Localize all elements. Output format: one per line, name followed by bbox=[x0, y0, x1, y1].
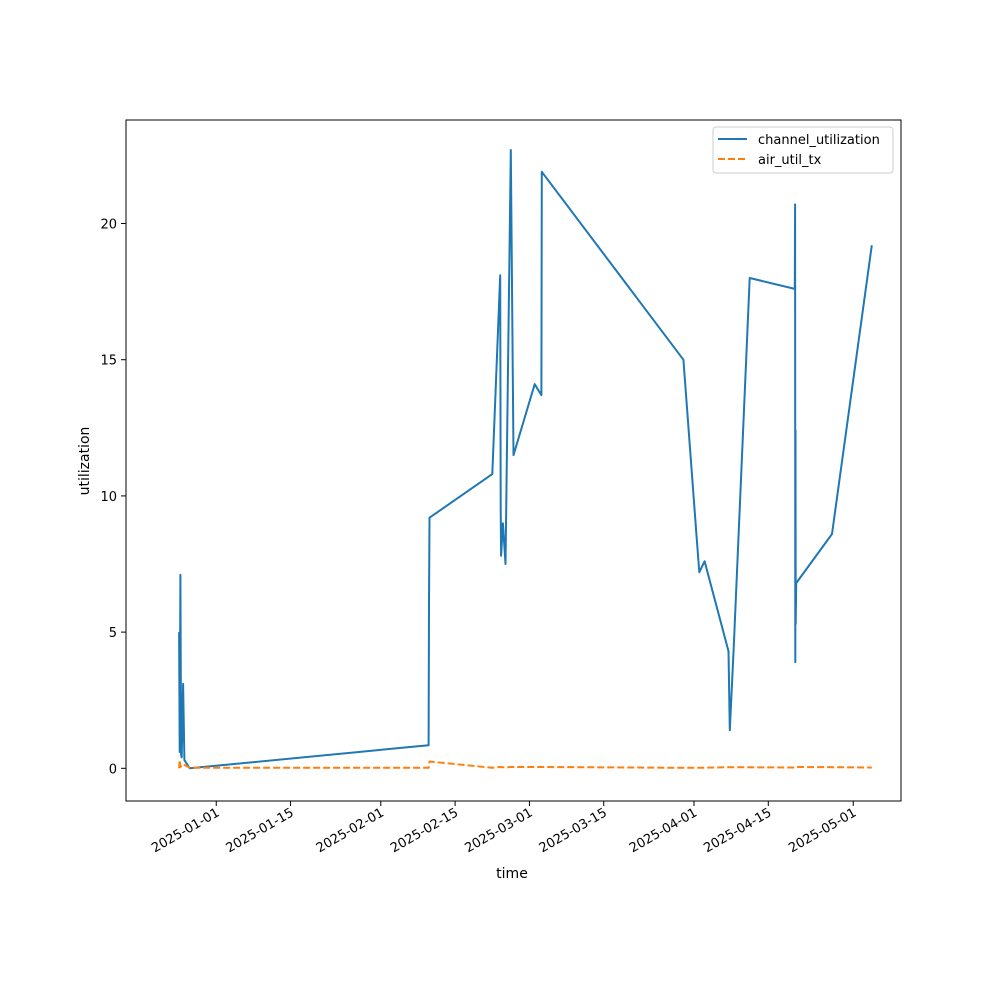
y-tick-label: 15 bbox=[100, 354, 117, 369]
series-layer bbox=[178, 149, 873, 770]
legend-label-air-util-tx: air_util_tx bbox=[758, 153, 822, 168]
y-axis: 0 5 10 15 20 bbox=[100, 218, 126, 777]
y-tick-label: 10 bbox=[100, 490, 117, 505]
y-axis-label: utilization bbox=[77, 427, 93, 496]
legend: channel_utilization air_util_tx bbox=[712, 126, 894, 174]
x-axis-label: time bbox=[496, 866, 528, 882]
y-tick-label: 0 bbox=[109, 762, 117, 777]
series-line-channel-utilization bbox=[178, 149, 873, 770]
plot-frame bbox=[125, 119, 902, 802]
legend-label-channel-utilization: channel_utilization bbox=[758, 133, 880, 148]
legend-box bbox=[712, 126, 894, 174]
y-tick-label: 20 bbox=[100, 218, 117, 233]
y-tick-label: 5 bbox=[109, 626, 117, 641]
